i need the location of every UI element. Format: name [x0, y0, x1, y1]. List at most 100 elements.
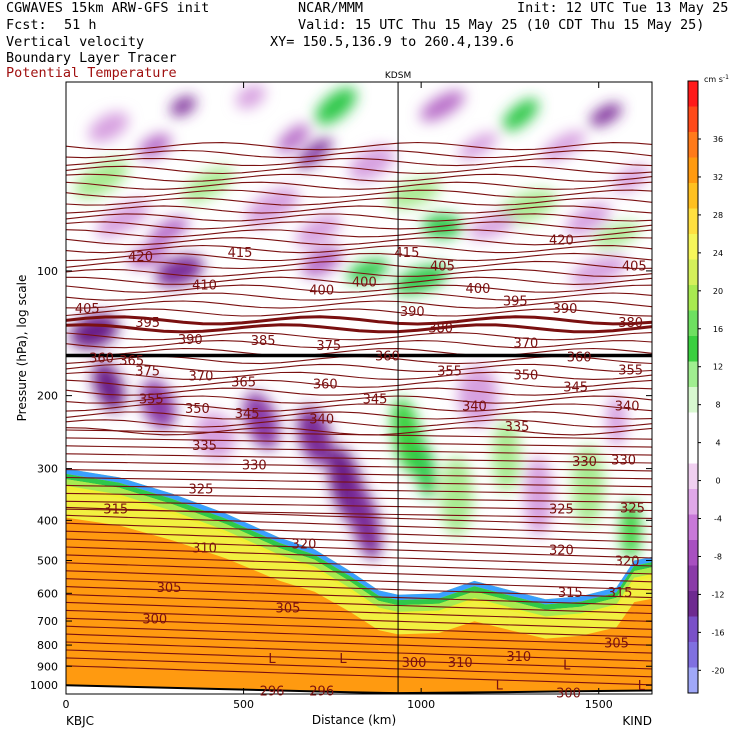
- theta-contour: [66, 387, 652, 396]
- y-tick-label: 300: [37, 463, 58, 476]
- colorbar-label: -4: [714, 515, 722, 524]
- theta-contour: [66, 221, 652, 230]
- theta-contour: [66, 514, 652, 535]
- theta-label: 345: [363, 392, 388, 407]
- theta-label: 340: [615, 399, 640, 414]
- colorbar-swatch: [688, 310, 698, 337]
- theta-label: 305: [276, 602, 301, 617]
- theta-contour: [66, 665, 652, 686]
- colorbar-swatch: [688, 81, 698, 107]
- theta-label: 325: [620, 501, 645, 516]
- colorbar-swatch: [688, 463, 698, 490]
- theta-label: 296: [260, 685, 285, 700]
- theta-contour: [66, 633, 652, 654]
- theta-contour: [66, 538, 652, 559]
- colorbar-frame: [687, 80, 699, 694]
- theta-contour: [66, 429, 652, 440]
- field-potential-temperature: Potential Temperature: [6, 65, 177, 81]
- theta-label: 385: [251, 334, 276, 349]
- theta-contour: [66, 554, 652, 575]
- theta-contour: [66, 229, 652, 238]
- theta-contour: [66, 323, 652, 334]
- theta-label: 390: [553, 302, 578, 317]
- theta-contour: [66, 213, 652, 222]
- theta-contour: [66, 570, 652, 591]
- theta-label: 405: [622, 259, 647, 274]
- theta-contour: [66, 308, 652, 317]
- x-tick-label: 500: [233, 698, 254, 711]
- colorbar-label: -8: [714, 552, 722, 561]
- theta-contour: [66, 484, 652, 496]
- theta-contour: [66, 276, 652, 285]
- colorbar-label: 28: [713, 211, 723, 220]
- theta-contour: [66, 586, 652, 607]
- theta-label: 310: [448, 656, 473, 671]
- xy-endpoints: XY= 150.5,136.9 to 260.4,139.6: [270, 34, 514, 50]
- theta-contour: [66, 347, 652, 357]
- y-tick-label: 1000: [30, 679, 58, 692]
- theta-contour: [66, 260, 652, 270]
- theta-label: 395: [503, 295, 528, 310]
- plot-frame: [65, 81, 653, 695]
- theta-contour: [66, 411, 652, 420]
- theta-label: 335: [505, 420, 530, 435]
- theta-contour: [66, 625, 652, 646]
- theta-contour: [66, 641, 652, 662]
- colorbar-label: 20: [713, 287, 723, 296]
- colorbar-swatch: [688, 234, 698, 260]
- theta-label: 300: [556, 686, 581, 701]
- theta-label: 325: [549, 503, 574, 518]
- tracer-core-fill: [66, 517, 652, 694]
- theta-contour: [66, 181, 652, 190]
- right-endpoint-label: KIND: [622, 714, 652, 728]
- theta-contour: [66, 617, 652, 638]
- theta-label: 365: [231, 376, 256, 391]
- theta-contour: [66, 609, 652, 630]
- theta-contour: [66, 237, 652, 246]
- org-label: NCAR/MMM: [298, 0, 364, 16]
- theta-contour: [66, 476, 652, 488]
- theta-label: 405: [430, 259, 455, 274]
- theta-label: 415: [228, 246, 253, 261]
- theta-contour: [66, 252, 652, 262]
- theta-contour: [66, 300, 652, 309]
- terrain-line: [66, 684, 652, 694]
- theta-label: 320: [292, 538, 317, 553]
- tracer-label: L: [496, 678, 504, 693]
- y-tick-label: 700: [37, 615, 58, 628]
- theta-label: 350: [185, 402, 210, 417]
- colorbar-label: 4: [715, 439, 720, 448]
- theta-label: 330: [611, 453, 636, 468]
- theta-label: 300: [142, 612, 167, 627]
- theta-label: 340: [309, 412, 334, 427]
- theta-label: 310: [506, 650, 531, 665]
- colorbar-label: 36: [713, 135, 723, 144]
- theta-label: 360: [313, 378, 338, 393]
- theta-contour: [66, 268, 652, 277]
- colorbar-swatch: [688, 361, 698, 388]
- theta-label: 375: [316, 339, 341, 354]
- theta-label: 345: [235, 407, 260, 422]
- colorbar-swatch: [688, 183, 698, 209]
- theta-contour: [66, 395, 652, 404]
- theta-label: 315: [558, 586, 583, 601]
- theta-label: 405: [75, 302, 100, 317]
- theta-contour: [66, 562, 652, 583]
- low-label: L: [339, 652, 347, 667]
- theta-contour: [66, 363, 652, 373]
- theta-contour: [66, 506, 652, 527]
- colorbar-label: 32: [713, 173, 723, 182]
- theta-label: 310: [192, 541, 217, 556]
- low-label: L: [563, 658, 571, 673]
- valid-time: Valid: 15 UTC Thu 15 May 25 (10 CDT Thu …: [298, 17, 705, 33]
- theta-label: 410: [192, 279, 217, 294]
- theta-contour: [66, 371, 652, 380]
- theta-label: 305: [157, 581, 182, 596]
- theta-contour: [66, 593, 652, 615]
- theta-label: 395: [135, 316, 160, 331]
- colorbar-swatch: [688, 285, 698, 311]
- colorbar-label: -16: [711, 628, 724, 637]
- colorbar-unit: cm s-1: [704, 74, 729, 84]
- theta-label: 380: [428, 322, 453, 337]
